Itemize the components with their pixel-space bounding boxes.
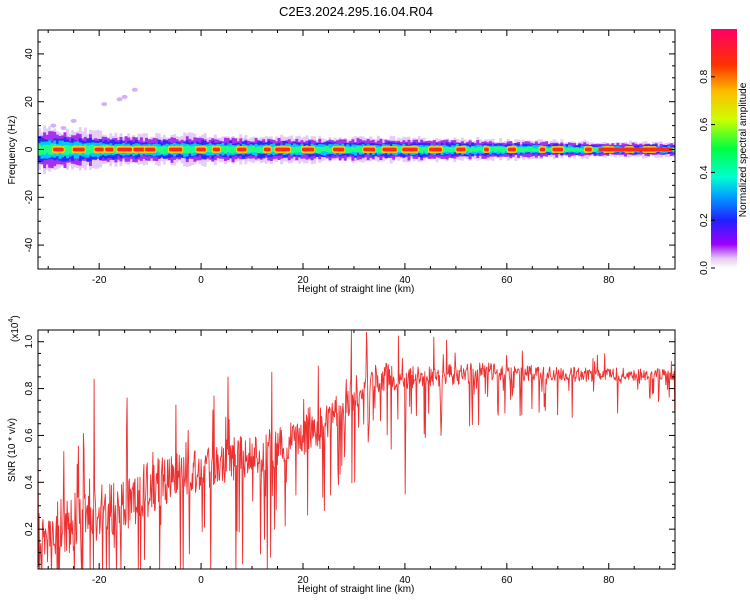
spectrogram-y-tick-label: 0 [24,146,35,152]
spectrogram-peak [301,147,315,152]
snr-series-line [38,330,675,569]
snr-scale-close: ) [10,315,21,318]
spectrogram-peak [212,147,220,152]
spectrogram-peak [402,147,418,152]
snr-x-tick-label: 0 [198,575,204,586]
spectrogram-peak [275,147,291,152]
spectrogram-peak [584,147,592,152]
spectrogram-feature [60,125,67,130]
spectrogram-peak [429,147,442,152]
snr-y-axis-label: SNR (10 * v/v) [7,418,18,482]
spectrogram-x-tick-label: 40 [399,275,411,286]
spectrogram-peak [484,147,489,152]
snr-x-tick-label: 20 [297,575,309,586]
snr-x-tick-label: 40 [399,575,411,586]
colorbar-ticks: 0.0 0.2 0.4 0.6 0.8 [699,69,715,275]
spectrogram-peak [552,147,564,152]
spectrogram-peak [168,147,183,152]
snr-y-tick-label: 1.0 [24,334,35,348]
spectrogram-peak [196,147,206,152]
colorbar: 0.0 0.2 0.4 0.6 0.8 Normalized spectral ampl… [699,29,749,275]
snr-x-tick-label: 60 [501,575,513,586]
spectrogram-peak [382,147,397,152]
spectrogram-y-tick-label: 40 [24,48,35,60]
colorbar-tick-label: 0.8 [699,69,710,83]
snr-y-tick-label: 0.8 [24,381,35,395]
spectrogram-peak [237,147,247,152]
spectrogram-feature [50,123,57,128]
snr-y-tick-label: 0.6 [24,428,35,442]
spectrogram-peak [456,147,466,152]
spectrogram-x-tick-label: 60 [501,275,513,286]
snr-x-axis-label: Height of straight line (km) [298,584,415,595]
colorbar-tick-label: 0.6 [699,117,710,131]
spectrogram-ticks: -20 0 20 40 60 80 40 20 0 -20 -40 [24,29,675,286]
spectrogram-peak [363,147,376,152]
snr-x-tick-label: -20 [92,575,107,586]
colorbar-tick-label: 0.4 [699,165,710,179]
snr-y-tick-label: 0.4 [24,475,35,489]
spectrogram-peak [72,147,85,152]
spectrogram-feature [121,94,128,99]
spectrogram-feature [116,97,123,102]
spectrogram-data [38,87,675,174]
spectrogram-y-tick-label: -40 [24,237,35,252]
spectrogram-peak [94,147,104,152]
spectrogram-peak [333,147,345,152]
snr-ticks: -20 0 20 40 60 80 0.2 0.4 0.6 0.8 1.0 [24,330,675,586]
chart-title: C2E3.2024.295.16.04.R04 [279,4,433,19]
spectrogram-peak-tail [598,147,673,152]
spectrogram-feature [70,118,77,123]
spectrogram-peak [263,147,271,152]
spectrogram-y-tick-label: 20 [24,96,35,108]
spectrogram-peak [105,147,114,152]
snr-scale-factor: (x104) [8,315,21,342]
spectrogram-peak [539,147,546,152]
spectrogram-peak [133,147,147,152]
colorbar-label: Normalized spectral amplitude [738,82,749,217]
spectrogram-feature [101,102,108,107]
spectrogram-peak [117,147,133,152]
spectrogram-x-axis-label: Height of straight line (km) [298,284,415,295]
spectrogram-x-tick-label: -20 [92,275,107,286]
colorbar-tick-label: 0.0 [699,261,710,275]
spectrogram-y-axis-label: Frequency (Hz) [7,116,18,185]
snr-scale-base: (x10 [10,322,21,342]
colorbar-gradient [711,29,737,268]
spectrogram-peak [507,147,517,152]
snr-x-tick-label: 80 [603,575,615,586]
spectrogram-x-tick-label: 80 [603,275,615,286]
colorbar-tick-label: 0.2 [699,213,710,227]
spectrogram-peak [53,147,64,152]
spectrogram-panel: -20 0 20 40 60 80 40 20 0 -20 -40 Height of straig… [7,29,676,295]
spectrogram-peak [144,147,156,152]
spectrogram-x-tick-label: 20 [297,275,309,286]
snr-y-tick-label: 0.2 [24,522,35,536]
spectrogram-feature [131,87,138,92]
snr-frame [37,329,676,570]
snr-panel: -20 0 20 40 60 80 0.2 0.4 0.6 0.8 1.0 Height of st… [7,315,676,595]
snr-scale-exponent: 4 [8,319,15,323]
svg-text:(x104): (x104) [8,315,21,342]
spectrogram-y-tick-label: -20 [24,190,35,205]
spectrogram-x-tick-label: 0 [198,275,204,286]
